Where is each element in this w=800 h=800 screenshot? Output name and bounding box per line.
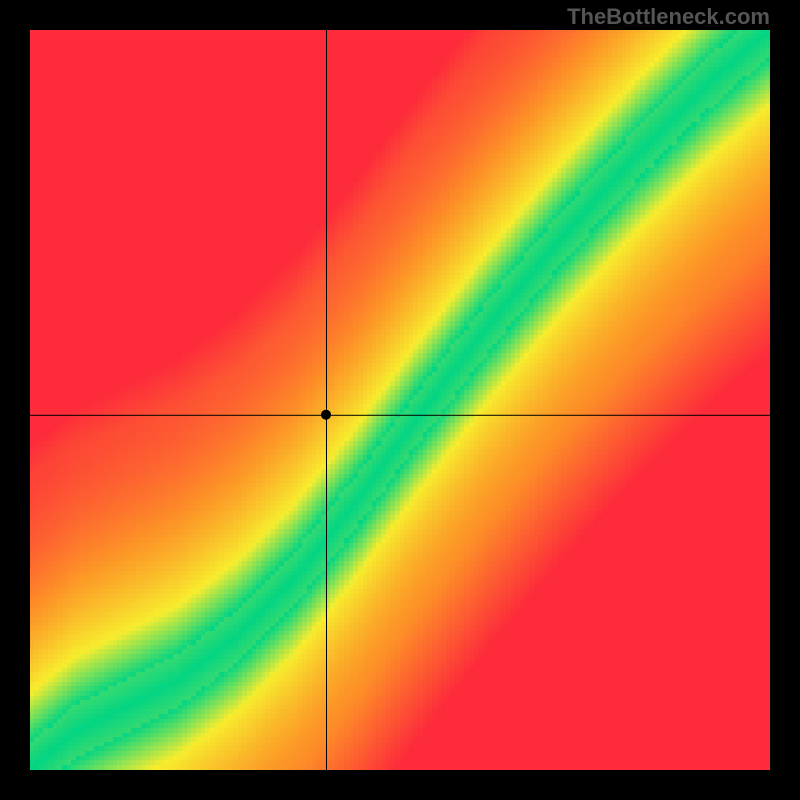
- bottleneck-heatmap: [30, 30, 770, 770]
- chart-container: TheBottleneck.com: [0, 0, 800, 800]
- watermark-text: TheBottleneck.com: [567, 4, 770, 30]
